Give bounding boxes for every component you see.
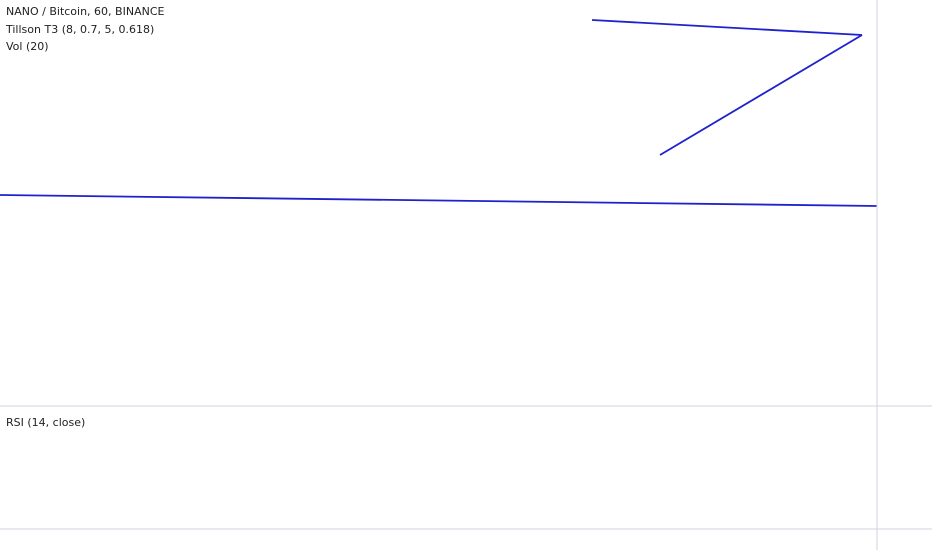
trend-line (0, 194, 878, 207)
volume-label: Vol (20) (6, 40, 49, 53)
drawings (0, 19, 878, 207)
rsi-label: RSI (14, close) (6, 416, 85, 429)
triangle-top (591, 19, 863, 36)
indicator-label: Tillson T3 (8, 0.7, 5, 0.618) (5, 23, 154, 36)
triangle-bottom (659, 34, 863, 156)
chart-title: NANO / Bitcoin, 60, BINANCE (6, 5, 164, 18)
